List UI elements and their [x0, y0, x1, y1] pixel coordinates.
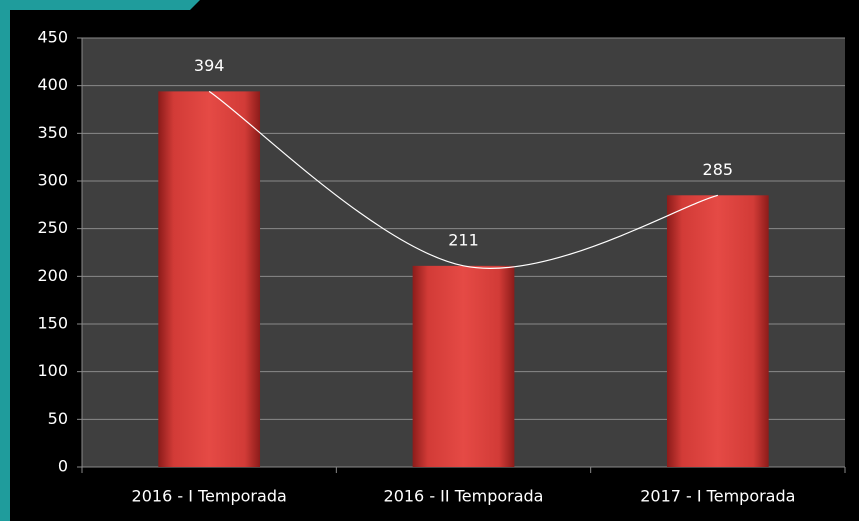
data-label: 211: [448, 230, 479, 249]
y-tick-label: 0: [58, 457, 68, 476]
data-label: 394: [194, 56, 225, 75]
bar: [412, 265, 515, 467]
x-tick-label: 2016 - II Temporada: [384, 487, 544, 506]
y-tick-label: 200: [37, 266, 68, 285]
x-tick-label: 2016 - I Temporada: [132, 487, 287, 506]
data-label: 285: [703, 160, 734, 179]
y-tick-label: 300: [37, 171, 68, 190]
y-tick-label: 50: [48, 409, 68, 428]
y-tick-label: 100: [37, 361, 68, 380]
y-tick-label: 350: [37, 123, 68, 142]
y-tick-label: 250: [37, 218, 68, 237]
y-tick-label: 450: [37, 28, 68, 47]
y-tick-label: 400: [37, 75, 68, 94]
bar: [666, 195, 769, 468]
x-tick-label: 2017 - I Temporada: [640, 487, 795, 506]
y-tick-label: 150: [37, 314, 68, 333]
trend-line: [208, 90, 718, 269]
bar: [158, 91, 261, 468]
